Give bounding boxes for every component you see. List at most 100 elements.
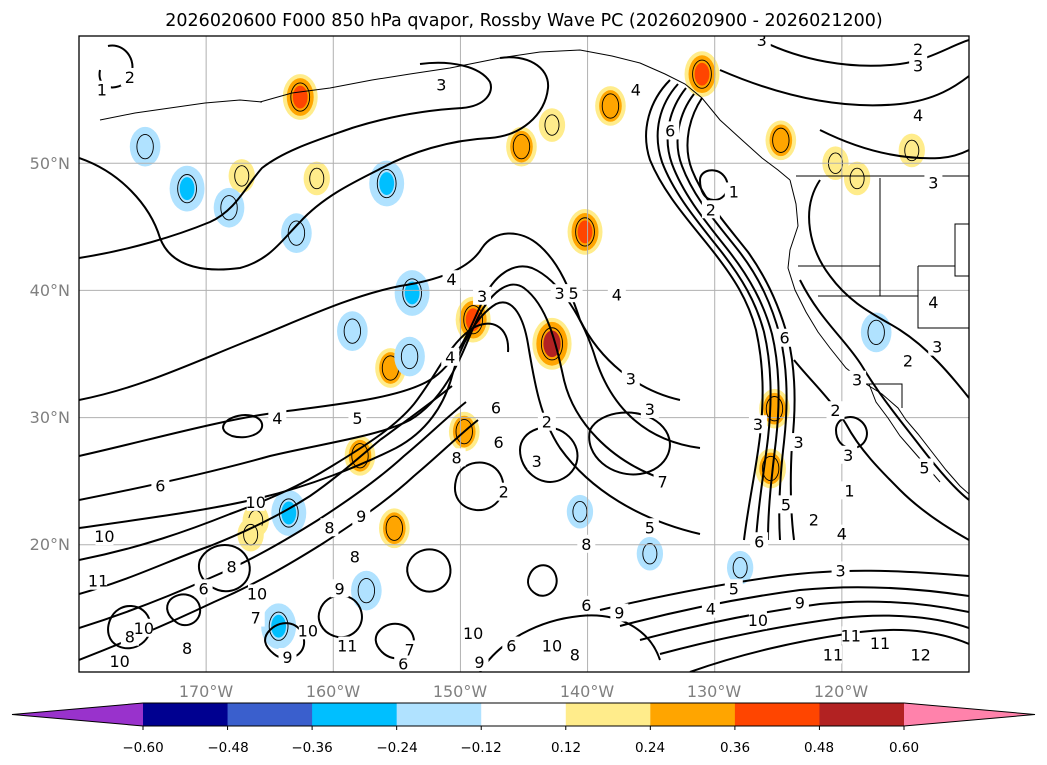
contour-label-bg bbox=[775, 328, 794, 347]
contour-closed-10 bbox=[527, 564, 558, 597]
contour-label: 2 bbox=[809, 511, 819, 530]
contour-label: 6 bbox=[199, 579, 209, 598]
contour-closed-1 bbox=[519, 426, 579, 483]
anomaly-outline bbox=[290, 82, 311, 112]
contour-label-bg bbox=[352, 506, 371, 525]
y-tick-label-40n: 40°N bbox=[30, 281, 70, 300]
contour-label-bg bbox=[95, 527, 114, 546]
contour-label: 5 bbox=[919, 458, 929, 477]
contour-jet-3 bbox=[666, 87, 780, 541]
contour-tropics-b bbox=[79, 401, 467, 629]
contour-label: 8 bbox=[570, 645, 580, 664]
contour-label-bg bbox=[89, 571, 108, 590]
contour-label-bg bbox=[909, 39, 928, 58]
contour-label-bg bbox=[134, 618, 153, 637]
contour-label: 6 bbox=[780, 329, 790, 348]
contour-label-bg bbox=[487, 398, 506, 417]
coastline-north-america bbox=[787, 179, 969, 495]
anomaly-outline bbox=[765, 396, 784, 422]
colorbar-extend-max bbox=[904, 703, 1035, 726]
contour-label-bg bbox=[92, 80, 111, 99]
contour-label: 1 bbox=[97, 81, 107, 100]
colorbar-tick-label: −0.60 bbox=[122, 740, 163, 756]
contour-label-bg bbox=[565, 645, 584, 664]
contour-label-bg bbox=[924, 173, 943, 192]
contour-label: 6 bbox=[506, 637, 516, 656]
contour-label: 3 bbox=[626, 369, 636, 388]
contour-label-bg bbox=[607, 285, 626, 304]
colorbar-extend-min bbox=[12, 703, 143, 726]
colorbar-swatch bbox=[396, 703, 482, 726]
map-frame bbox=[78, 35, 970, 673]
contour-label: 4 bbox=[445, 348, 455, 367]
x-tick-label-160w: 160°W bbox=[306, 682, 361, 701]
contour-label: 6 bbox=[493, 433, 503, 452]
contour-coastal-3 bbox=[793, 359, 969, 541]
anomaly-outline bbox=[268, 611, 289, 641]
contour-closed-8 bbox=[222, 414, 264, 439]
colorbar-swatch bbox=[819, 703, 905, 726]
anomaly-cell bbox=[341, 315, 364, 347]
x-tick-label-140w: 140°W bbox=[560, 682, 615, 701]
contour-label: 4 bbox=[446, 270, 456, 289]
contour-label-bg bbox=[151, 476, 170, 495]
contour-closed-9 bbox=[588, 411, 671, 476]
coastline-layer bbox=[99, 49, 969, 495]
colorbar-tick-label: 0.24 bbox=[635, 740, 665, 756]
contour-label-bg bbox=[823, 645, 842, 664]
anomaly-outline bbox=[463, 305, 484, 335]
anomaly-cell bbox=[864, 316, 888, 349]
anomaly-core bbox=[379, 172, 395, 196]
contour-label: 7 bbox=[251, 609, 261, 628]
contour-label: 3 bbox=[843, 446, 853, 465]
contour-label-bg bbox=[661, 121, 680, 140]
anomaly-halo bbox=[303, 161, 330, 196]
colorbar-swatch bbox=[650, 703, 736, 726]
y-tick-label-20n: 20°N bbox=[30, 535, 70, 554]
contour-label: 6 bbox=[754, 532, 764, 551]
anomaly-outline bbox=[601, 93, 620, 119]
contour-label-bg bbox=[724, 579, 743, 598]
anomaly-outline bbox=[540, 327, 564, 361]
anomaly-halo bbox=[898, 133, 925, 168]
contour-label-bg bbox=[640, 518, 659, 537]
contour-label-bg bbox=[804, 510, 823, 529]
contour-closed-11 bbox=[406, 548, 452, 593]
contour-label: 11 bbox=[88, 572, 108, 591]
contour-label-bg bbox=[832, 524, 851, 543]
contour-label: 7 bbox=[657, 472, 667, 491]
contour-label: 8 bbox=[182, 639, 192, 658]
contour-label-bg bbox=[470, 653, 489, 672]
anomaly-core bbox=[271, 614, 287, 638]
contour-label-bg bbox=[268, 408, 287, 427]
contour-label: 1 bbox=[729, 182, 739, 201]
anomaly-outline bbox=[575, 217, 595, 247]
contour-label-bg bbox=[442, 270, 461, 289]
contour-label: 8 bbox=[581, 535, 591, 554]
contour-label-bg bbox=[750, 532, 769, 551]
contour-itcz-1 bbox=[599, 569, 969, 611]
contour-label-bg bbox=[120, 627, 139, 646]
colorbar-tick-label: 0.60 bbox=[889, 740, 919, 756]
colorbar-tick-label: −0.12 bbox=[460, 740, 501, 756]
contour-coastal-2 bbox=[799, 279, 969, 501]
colorbar-swatch bbox=[227, 703, 313, 726]
contour-label-bg bbox=[831, 561, 850, 580]
contour-label: 3 bbox=[932, 338, 942, 357]
contour-label: 10 bbox=[298, 621, 318, 640]
anomaly-core bbox=[292, 85, 308, 109]
contour-label-bg bbox=[120, 67, 139, 86]
colorbar bbox=[11, 702, 1036, 730]
state-borders bbox=[798, 178, 969, 408]
contour-label-bg bbox=[473, 286, 492, 305]
contour-label-bg bbox=[542, 636, 561, 655]
contour-label: 2 bbox=[542, 413, 552, 432]
contour-label-bg bbox=[748, 611, 767, 630]
anomaly-outline bbox=[402, 278, 422, 308]
colorbar-swatch bbox=[734, 703, 820, 726]
contour-label-bg bbox=[653, 472, 672, 491]
contour-closed-4 bbox=[835, 415, 868, 449]
contour-label-bg bbox=[701, 200, 720, 219]
contour-label-bg bbox=[911, 645, 930, 664]
anomaly-outline bbox=[455, 418, 473, 445]
